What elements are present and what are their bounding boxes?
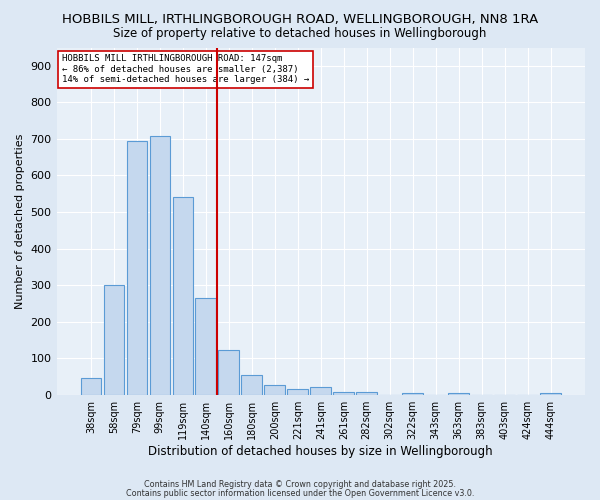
Y-axis label: Number of detached properties: Number of detached properties (15, 134, 25, 309)
Bar (173, 198, 193, 394)
Text: Contains public sector information licensed under the Open Government Licence v3: Contains public sector information licen… (126, 488, 474, 498)
Bar (265, 385, 285, 394)
Bar (104, 285, 124, 395)
Bar (334, 392, 354, 394)
Bar (448, 393, 469, 394)
Bar (196, 298, 216, 394)
Bar (540, 393, 561, 394)
Text: Contains HM Land Registry data © Crown copyright and database right 2025.: Contains HM Land Registry data © Crown c… (144, 480, 456, 489)
Text: HOBBILS MILL, IRTHLINGBOROUGH ROAD, WELLINGBOROUGH, NN8 1RA: HOBBILS MILL, IRTHLINGBOROUGH ROAD, WELL… (62, 12, 538, 26)
Bar (149, 136, 170, 394)
Bar (287, 389, 308, 394)
Bar (356, 392, 377, 394)
Text: Size of property relative to detached houses in Wellingborough: Size of property relative to detached ho… (113, 28, 487, 40)
Bar (218, 350, 239, 395)
Text: HOBBILS MILL IRTHLINGBOROUGH ROAD: 147sqm
← 86% of detached houses are smaller (: HOBBILS MILL IRTHLINGBOROUGH ROAD: 147sq… (62, 54, 309, 84)
Bar (241, 374, 262, 394)
Bar (80, 378, 101, 394)
X-axis label: Distribution of detached houses by size in Wellingborough: Distribution of detached houses by size … (148, 444, 493, 458)
Bar (127, 142, 147, 394)
Bar (403, 393, 423, 394)
Bar (310, 388, 331, 394)
